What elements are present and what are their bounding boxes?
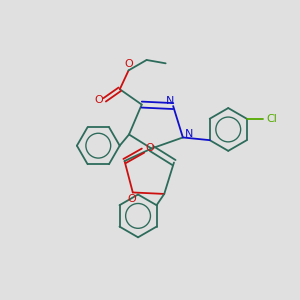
Text: N: N xyxy=(185,130,194,140)
Text: O: O xyxy=(125,59,134,69)
Text: O: O xyxy=(145,143,154,153)
Text: O: O xyxy=(94,95,103,105)
Text: O: O xyxy=(128,194,136,204)
Text: N: N xyxy=(165,96,174,106)
Text: Cl: Cl xyxy=(266,114,277,124)
